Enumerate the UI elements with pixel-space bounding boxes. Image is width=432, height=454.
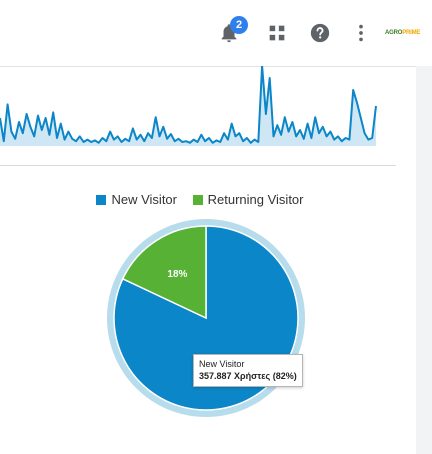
visitor-type-pie-chart: 18%	[107, 219, 305, 417]
legend-item-returning-visitor[interactable]: Returning Visitor	[192, 192, 304, 207]
logo-text: AGRO	[385, 30, 403, 36]
legend-item-new-visitor[interactable]: New Visitor	[96, 192, 177, 207]
legend-label-new-visitor: New Visitor	[111, 192, 177, 207]
right-side-panel	[416, 66, 432, 454]
tooltip-value: 357.887 Χρήστες (82%)	[199, 371, 297, 381]
legend-swatch-returning-visitor	[192, 194, 203, 205]
pie-legend: New Visitor Returning Visitor	[0, 192, 400, 208]
more-vert-icon[interactable]	[350, 22, 372, 44]
pie-tooltip: New Visitor 357.887 Χρήστες (82%)	[193, 354, 303, 387]
apps-grid-icon[interactable]	[266, 22, 288, 44]
pie-data-label-returning-visitor: 18%	[167, 269, 187, 280]
pie-slice-returning-visitor[interactable]	[121, 225, 207, 320]
notification-badge[interactable]: 2	[230, 16, 248, 34]
help-icon[interactable]	[309, 22, 331, 44]
sparkline-line	[0, 66, 377, 144]
legend-label-returning-visitor: Returning Visitor	[207, 192, 304, 207]
top-bar: 2 AGROPRIME	[0, 0, 432, 67]
brand-logo[interactable]: AGROPRIME	[385, 24, 425, 42]
tooltip-title: New Visitor	[199, 359, 245, 369]
sessions-sparkline-chart	[0, 66, 377, 146]
legend-swatch-new-visitor	[96, 194, 107, 205]
logo-text-accent: PRIME	[402, 30, 421, 36]
section-divider	[0, 165, 396, 166]
